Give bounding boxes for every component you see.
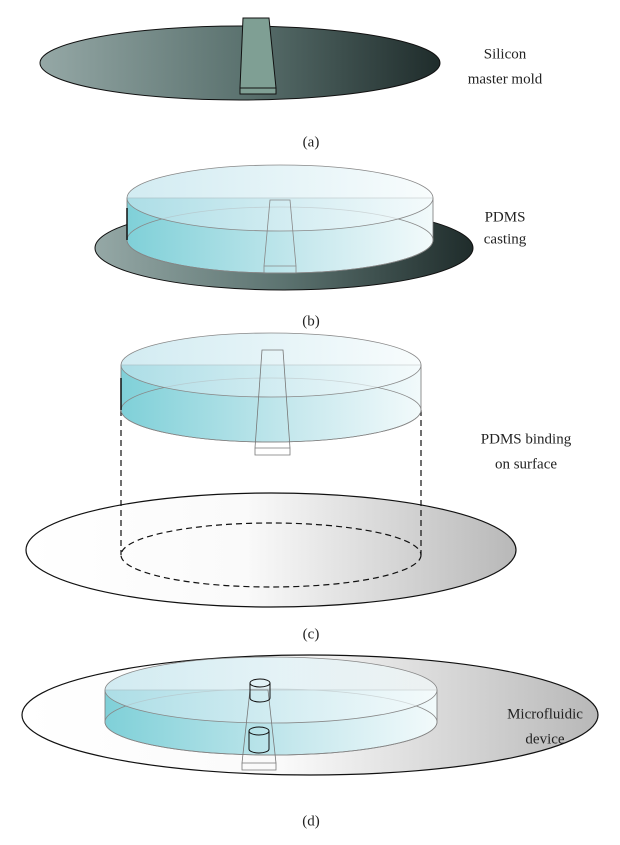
panel-c: PDMS binding on surface (c) bbox=[26, 333, 572, 642]
caption: (b) bbox=[302, 313, 320, 329]
caption: (a) bbox=[303, 134, 320, 150]
label: Silicon bbox=[484, 46, 527, 62]
panel-d: Microfluidic device (d) bbox=[22, 655, 598, 829]
caption: (c) bbox=[303, 626, 320, 642]
label: PDMS binding bbox=[481, 431, 572, 447]
panel-b: PDMS casting (b) bbox=[95, 165, 527, 329]
label: on surface bbox=[495, 456, 557, 472]
label: Microfluidic bbox=[507, 706, 583, 722]
label: device bbox=[525, 731, 564, 747]
label: master mold bbox=[468, 71, 543, 87]
panel-a: Silicon master mold (a) bbox=[40, 18, 543, 150]
caption: (d) bbox=[302, 813, 320, 829]
label: casting bbox=[484, 231, 527, 247]
label: PDMS bbox=[485, 209, 526, 225]
diagram: Silicon master mold (a) PDMS casting (b)… bbox=[0, 0, 620, 845]
